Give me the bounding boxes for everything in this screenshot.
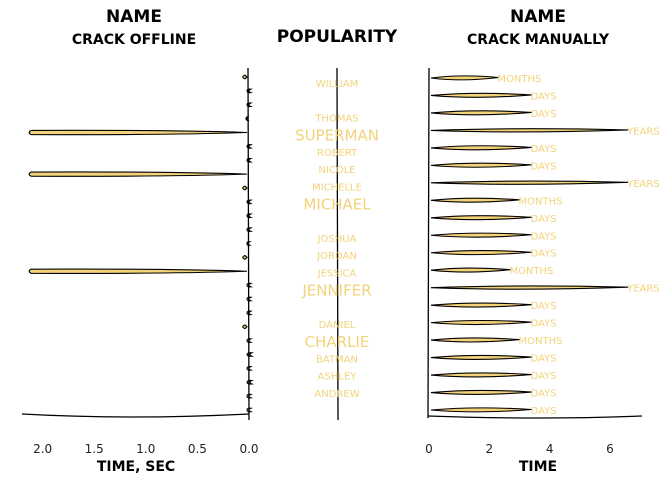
- name-labels: WILLIAM THOMAS SUPERMAN ROBERT NICOLE MICHELL…: [295, 79, 379, 400]
- right-bar-label: YEARS: [626, 284, 660, 295]
- left-title: NAME: [106, 7, 162, 27]
- name-label: BATMAN: [316, 354, 358, 365]
- left-baseline: [21, 413, 250, 418]
- right-bar-label: DAYS: [531, 249, 557, 260]
- middle-panel: WILLIAM THOMAS SUPERMAN ROBERT NICOLE MICHELL…: [295, 67, 379, 421]
- right-bar-label: DAYS: [531, 354, 557, 365]
- name-label: WILLIAM: [316, 79, 358, 90]
- right-bar: [430, 145, 532, 151]
- name-label: MICHELLE: [312, 182, 362, 193]
- left-panel: 2.0 1.5 1.0 0.5 0.0 TIME, SEC: [21, 67, 259, 475]
- right-bar-label: DAYS: [531, 109, 557, 120]
- right-bar: [430, 215, 532, 221]
- right-bar-label: DAYS: [531, 319, 557, 330]
- right-tick-labels: 0 2 4 6: [425, 442, 614, 456]
- left-tick-label: 2.0: [33, 442, 52, 456]
- right-bar: [430, 162, 532, 168]
- right-baseline: [427, 415, 643, 419]
- right-bar: [430, 110, 532, 116]
- right-subtitle: CRACK MANUALLY: [467, 32, 610, 48]
- name-label: CHARLIE: [305, 333, 370, 351]
- right-bar: [430, 75, 499, 81]
- name-label: DANIEL: [319, 320, 356, 331]
- right-bar: [430, 319, 532, 326]
- name-label: JORDAN: [316, 251, 357, 262]
- name-label: ASHLEY: [318, 372, 358, 383]
- right-bar-label: MONTHS: [497, 74, 541, 85]
- name-label: NICOLE: [318, 165, 355, 176]
- right-bar-label: DAYS: [531, 91, 557, 102]
- right-tick-label: 6: [606, 442, 614, 456]
- right-tick-label: 2: [486, 442, 494, 456]
- right-bar-label: DAYS: [531, 301, 557, 312]
- right-bar: [430, 128, 629, 133]
- right-bar-label: YEARS: [626, 126, 660, 137]
- right-bar-label: DAYS: [531, 406, 557, 417]
- right-panel: MONTHS DAYS DAYS YEARS DAYS DAYS YEARS MONTHS DA…: [425, 67, 660, 475]
- right-bar: [430, 407, 532, 413]
- right-bar-label: MONTHS: [509, 266, 553, 277]
- left-bars: [28, 74, 255, 413]
- left-bar: [242, 185, 248, 191]
- left-bar: [242, 324, 248, 330]
- right-bar-label: DAYS: [531, 144, 557, 155]
- left-bar: [242, 254, 248, 260]
- right-bar-label: MONTHS: [519, 336, 563, 347]
- right-bar-label: DAYS: [531, 161, 557, 172]
- right-tick-label: 4: [546, 442, 554, 456]
- left-subtitle: CRACK OFFLINE: [72, 32, 196, 48]
- right-bar: [430, 372, 532, 378]
- right-bar: [430, 180, 629, 185]
- left-axis-line: [247, 67, 250, 421]
- right-title: NAME: [510, 7, 566, 27]
- left-bar: [242, 74, 248, 80]
- right-bars: MONTHS DAYS DAYS YEARS DAYS DAYS YEARS MONTHS DA…: [430, 74, 660, 417]
- right-bar-label: YEARS: [626, 179, 660, 190]
- left-bar: [246, 157, 254, 163]
- right-bar: [430, 354, 532, 361]
- right-bar: [430, 389, 532, 395]
- name-label: SUPERMAN: [295, 127, 379, 145]
- name-label: JENNIFER: [301, 282, 371, 300]
- left-bar: [245, 116, 250, 122]
- right-bar-label: DAYS: [531, 389, 557, 400]
- left-bar: [246, 352, 255, 357]
- left-tick-label: 0.5: [188, 442, 207, 456]
- right-bar: [430, 250, 532, 256]
- left-tick-label: 1.0: [136, 442, 155, 456]
- left-bar: [28, 268, 248, 274]
- right-bar: [430, 302, 532, 308]
- right-bar: [430, 197, 520, 203]
- left-tick-label: 1.5: [85, 442, 104, 456]
- left-xlabel: TIME, SEC: [97, 459, 175, 475]
- right-xlabel: TIME: [519, 459, 557, 475]
- right-bar: [430, 267, 511, 273]
- right-axis-line: [427, 67, 430, 419]
- name-label: MICHAEL: [303, 195, 371, 213]
- right-bar-label: DAYS: [531, 214, 557, 225]
- right-bar-label: DAYS: [531, 371, 557, 382]
- left-bar: [28, 171, 248, 177]
- right-bar: [430, 232, 532, 238]
- name-label: JESSICA: [317, 268, 357, 279]
- middle-title: POPULARITY: [277, 27, 398, 47]
- left-tick-label: 0.0: [239, 442, 258, 456]
- right-bar: [430, 337, 520, 343]
- name-label: ROBERT: [317, 148, 358, 159]
- name-label: JOSHUA: [317, 234, 357, 245]
- right-bar-label: DAYS: [531, 231, 557, 242]
- right-bar-label: MONTHS: [519, 196, 563, 207]
- right-bar: [430, 285, 629, 290]
- middle-axis-line: [336, 67, 339, 421]
- right-bar: [430, 92, 532, 98]
- name-label: ANDREW: [314, 389, 359, 400]
- left-bar: [28, 129, 248, 136]
- right-tick-label: 0: [425, 442, 433, 456]
- left-tick-labels: 2.0 1.5 1.0 0.5 0.0: [33, 442, 258, 456]
- name-label: THOMAS: [314, 113, 358, 124]
